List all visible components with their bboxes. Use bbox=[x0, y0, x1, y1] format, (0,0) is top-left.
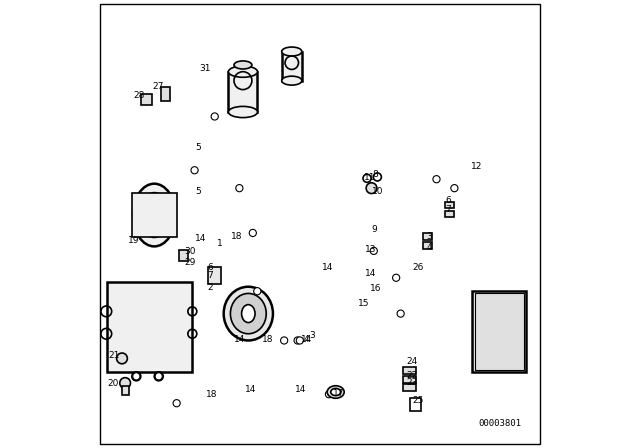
Bar bbox=[475, 293, 524, 370]
Circle shape bbox=[433, 176, 440, 183]
Bar bbox=[122, 386, 129, 395]
Circle shape bbox=[325, 391, 333, 398]
Text: 18: 18 bbox=[206, 390, 218, 399]
Bar bbox=[445, 211, 454, 217]
Text: 12: 12 bbox=[470, 162, 482, 171]
Text: 7: 7 bbox=[445, 205, 451, 214]
Text: 2: 2 bbox=[208, 283, 213, 292]
Text: 20: 20 bbox=[107, 379, 118, 388]
Bar bbox=[141, 94, 152, 105]
Text: 14: 14 bbox=[195, 234, 207, 243]
Bar bbox=[108, 282, 193, 372]
Bar bbox=[445, 202, 454, 208]
Circle shape bbox=[249, 229, 257, 237]
Circle shape bbox=[253, 288, 261, 295]
Text: 28: 28 bbox=[133, 91, 145, 100]
Circle shape bbox=[173, 400, 180, 407]
Text: 00003801: 00003801 bbox=[479, 419, 522, 428]
Text: 30: 30 bbox=[184, 247, 196, 256]
Text: 14: 14 bbox=[245, 385, 257, 394]
Bar bbox=[403, 384, 417, 391]
Text: 3: 3 bbox=[427, 232, 433, 241]
Text: 18: 18 bbox=[231, 232, 243, 241]
Text: 10: 10 bbox=[372, 187, 384, 196]
Text: 22: 22 bbox=[406, 371, 417, 380]
Ellipse shape bbox=[139, 193, 170, 237]
Text: 7: 7 bbox=[207, 271, 213, 280]
Text: 24: 24 bbox=[406, 358, 417, 366]
Bar bbox=[208, 267, 221, 284]
Circle shape bbox=[191, 167, 198, 174]
Ellipse shape bbox=[331, 388, 340, 396]
Text: 9: 9 bbox=[371, 225, 377, 234]
Ellipse shape bbox=[133, 184, 175, 246]
Bar bbox=[179, 250, 188, 261]
Text: 1: 1 bbox=[216, 239, 222, 248]
Ellipse shape bbox=[224, 287, 273, 340]
Bar bbox=[423, 242, 432, 249]
Text: 6: 6 bbox=[207, 263, 213, 272]
Circle shape bbox=[392, 274, 400, 281]
Circle shape bbox=[280, 337, 288, 344]
Text: 23: 23 bbox=[406, 378, 417, 387]
Text: 13: 13 bbox=[365, 245, 376, 254]
Bar bbox=[282, 52, 302, 81]
Text: 14: 14 bbox=[301, 335, 312, 344]
Bar bbox=[423, 233, 432, 240]
Circle shape bbox=[116, 353, 127, 364]
Text: 4: 4 bbox=[303, 335, 309, 344]
Ellipse shape bbox=[228, 66, 257, 78]
Circle shape bbox=[120, 378, 131, 388]
Text: 6: 6 bbox=[445, 196, 451, 205]
Bar bbox=[228, 72, 257, 112]
Text: 5: 5 bbox=[195, 143, 201, 152]
Text: 3: 3 bbox=[309, 331, 314, 340]
Text: 16: 16 bbox=[370, 284, 381, 293]
Text: 19: 19 bbox=[127, 236, 139, 245]
Bar bbox=[403, 367, 417, 374]
Text: 27: 27 bbox=[153, 82, 164, 91]
Bar bbox=[403, 376, 417, 383]
Circle shape bbox=[294, 337, 301, 344]
Circle shape bbox=[296, 337, 303, 344]
Text: 26: 26 bbox=[413, 263, 424, 272]
Circle shape bbox=[211, 113, 218, 120]
Text: 18: 18 bbox=[262, 335, 273, 344]
Ellipse shape bbox=[234, 61, 252, 69]
Text: 5: 5 bbox=[195, 187, 201, 196]
Circle shape bbox=[397, 310, 404, 317]
Ellipse shape bbox=[145, 202, 163, 228]
Bar bbox=[410, 398, 421, 411]
Text: 21: 21 bbox=[108, 351, 120, 360]
Bar bbox=[161, 87, 170, 101]
Text: 31: 31 bbox=[199, 64, 211, 73]
Text: 25: 25 bbox=[412, 396, 424, 405]
Ellipse shape bbox=[327, 386, 344, 398]
Text: 4: 4 bbox=[427, 243, 432, 252]
Text: 11: 11 bbox=[364, 173, 375, 182]
Ellipse shape bbox=[230, 293, 266, 334]
Text: 29: 29 bbox=[184, 258, 196, 267]
Text: 14: 14 bbox=[365, 269, 376, 278]
Text: 8: 8 bbox=[372, 170, 378, 179]
Ellipse shape bbox=[242, 305, 255, 323]
Circle shape bbox=[155, 373, 163, 380]
Text: 14: 14 bbox=[234, 335, 245, 344]
Bar bbox=[132, 193, 177, 237]
Text: 14: 14 bbox=[322, 263, 333, 272]
Text: 15: 15 bbox=[358, 299, 369, 308]
Circle shape bbox=[236, 185, 243, 192]
Ellipse shape bbox=[282, 47, 302, 56]
Bar bbox=[472, 291, 526, 372]
Circle shape bbox=[132, 373, 140, 380]
Text: 17: 17 bbox=[333, 389, 344, 398]
Ellipse shape bbox=[282, 76, 302, 85]
Circle shape bbox=[370, 247, 378, 254]
Circle shape bbox=[366, 183, 377, 194]
Ellipse shape bbox=[228, 107, 257, 118]
Circle shape bbox=[451, 185, 458, 192]
Text: 14: 14 bbox=[294, 385, 306, 394]
